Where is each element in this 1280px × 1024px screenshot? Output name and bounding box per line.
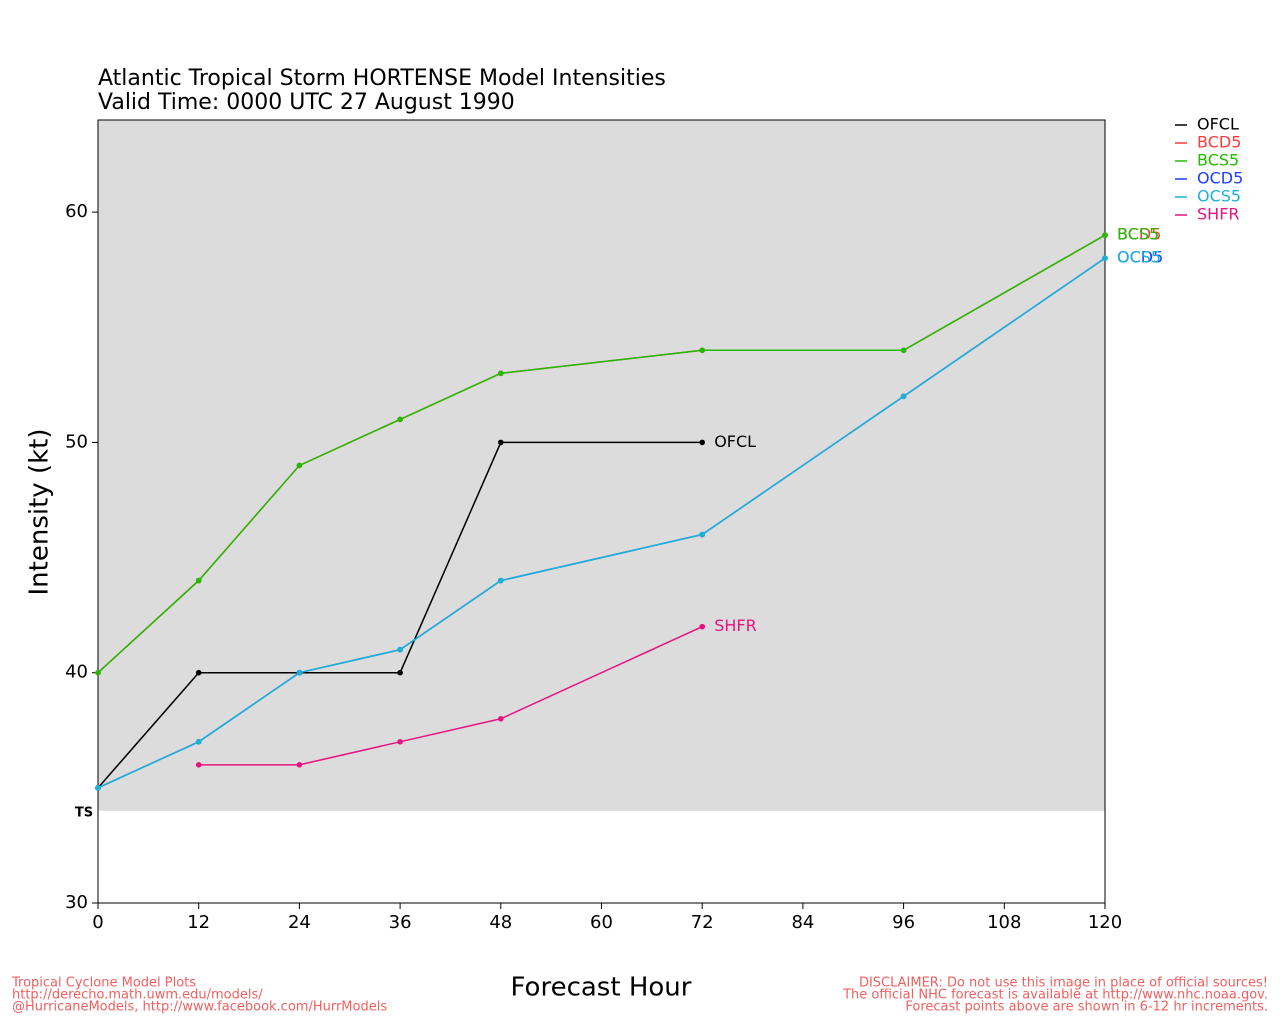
footer-left: http://derecho.math.uwm.edu/models/	[12, 988, 263, 1003]
data-point	[699, 439, 705, 446]
x-tick-label: 96	[892, 912, 915, 933]
data-point	[498, 439, 504, 446]
end-label: BCD5	[1117, 225, 1161, 244]
data-point	[498, 370, 504, 377]
x-tick-label: 0	[92, 912, 103, 933]
data-point	[195, 762, 202, 768]
footer-right: DISCLAIMER: Do not use this image in pla…	[859, 976, 1268, 991]
data-point	[397, 669, 403, 676]
data-point	[296, 462, 303, 469]
footer-right: The official NHC forecast is available a…	[842, 988, 1268, 1003]
data-point	[95, 669, 101, 676]
x-tick-label: 48	[489, 912, 512, 933]
data-point	[95, 785, 101, 791]
legend-label: OCD5	[1197, 169, 1243, 188]
x-tick-label: 24	[288, 912, 311, 933]
footer-right: Forecast points above are shown in 6-12 …	[905, 1000, 1268, 1015]
end-label: BCS5	[1117, 225, 1159, 244]
x-tick-label: 72	[691, 912, 714, 933]
series-line	[97, 257, 1106, 789]
end-label: OCS5	[1117, 248, 1161, 267]
x-tick-label: 84	[791, 912, 814, 933]
data-point	[1102, 232, 1108, 238]
y-tick-label: 50	[65, 431, 88, 452]
threshold-label: TS	[75, 805, 93, 820]
x-axis-label: Forecast Hour	[511, 973, 692, 1003]
legend-label: BCD5	[1197, 133, 1241, 152]
y-axis-label: Intensity (kt)	[25, 429, 55, 596]
x-tick-label: 108	[987, 912, 1021, 933]
x-tick-label: 12	[187, 912, 210, 933]
chart-subtitle: Valid Time: 0000 UTC 27 August 1990	[98, 90, 515, 115]
data-point	[397, 646, 403, 653]
x-tick-label: 36	[389, 912, 412, 933]
data-point	[296, 669, 303, 676]
data-point	[195, 577, 202, 584]
end-label: SHFR	[714, 616, 757, 635]
data-point	[1102, 255, 1108, 261]
series-line	[97, 234, 1106, 674]
legend-label: SHFR	[1197, 205, 1240, 224]
data-point	[195, 669, 202, 676]
data-point	[296, 762, 303, 768]
x-tick-label: 60	[590, 912, 613, 933]
data-point	[699, 347, 705, 354]
x-tick-label: 120	[1088, 912, 1122, 933]
data-point	[699, 623, 705, 630]
data-point	[900, 347, 907, 354]
end-label: OFCL	[714, 432, 756, 451]
data-point	[699, 531, 705, 538]
y-tick-label: 30	[65, 892, 88, 913]
legend-label: OFCL	[1197, 115, 1239, 134]
footer-left: @HurricaneModels, http://www.facebook.co…	[12, 1000, 387, 1015]
footer-left: Tropical Cyclone Model Plots	[11, 976, 196, 991]
legend-label: BCS5	[1197, 151, 1239, 170]
data-point	[397, 416, 403, 423]
legend-label: OCS5	[1197, 187, 1241, 206]
series-line	[97, 441, 703, 789]
y-tick-label: 60	[65, 201, 88, 222]
data-point	[900, 393, 907, 400]
y-tick-label: 40	[65, 662, 88, 683]
data-point	[195, 738, 202, 745]
data-point	[498, 715, 504, 722]
chart-title: Atlantic Tropical Storm HORTENSE Model I…	[98, 66, 666, 91]
data-point	[397, 738, 403, 745]
end-label: OCD5	[1117, 248, 1163, 267]
data-point	[498, 577, 504, 584]
